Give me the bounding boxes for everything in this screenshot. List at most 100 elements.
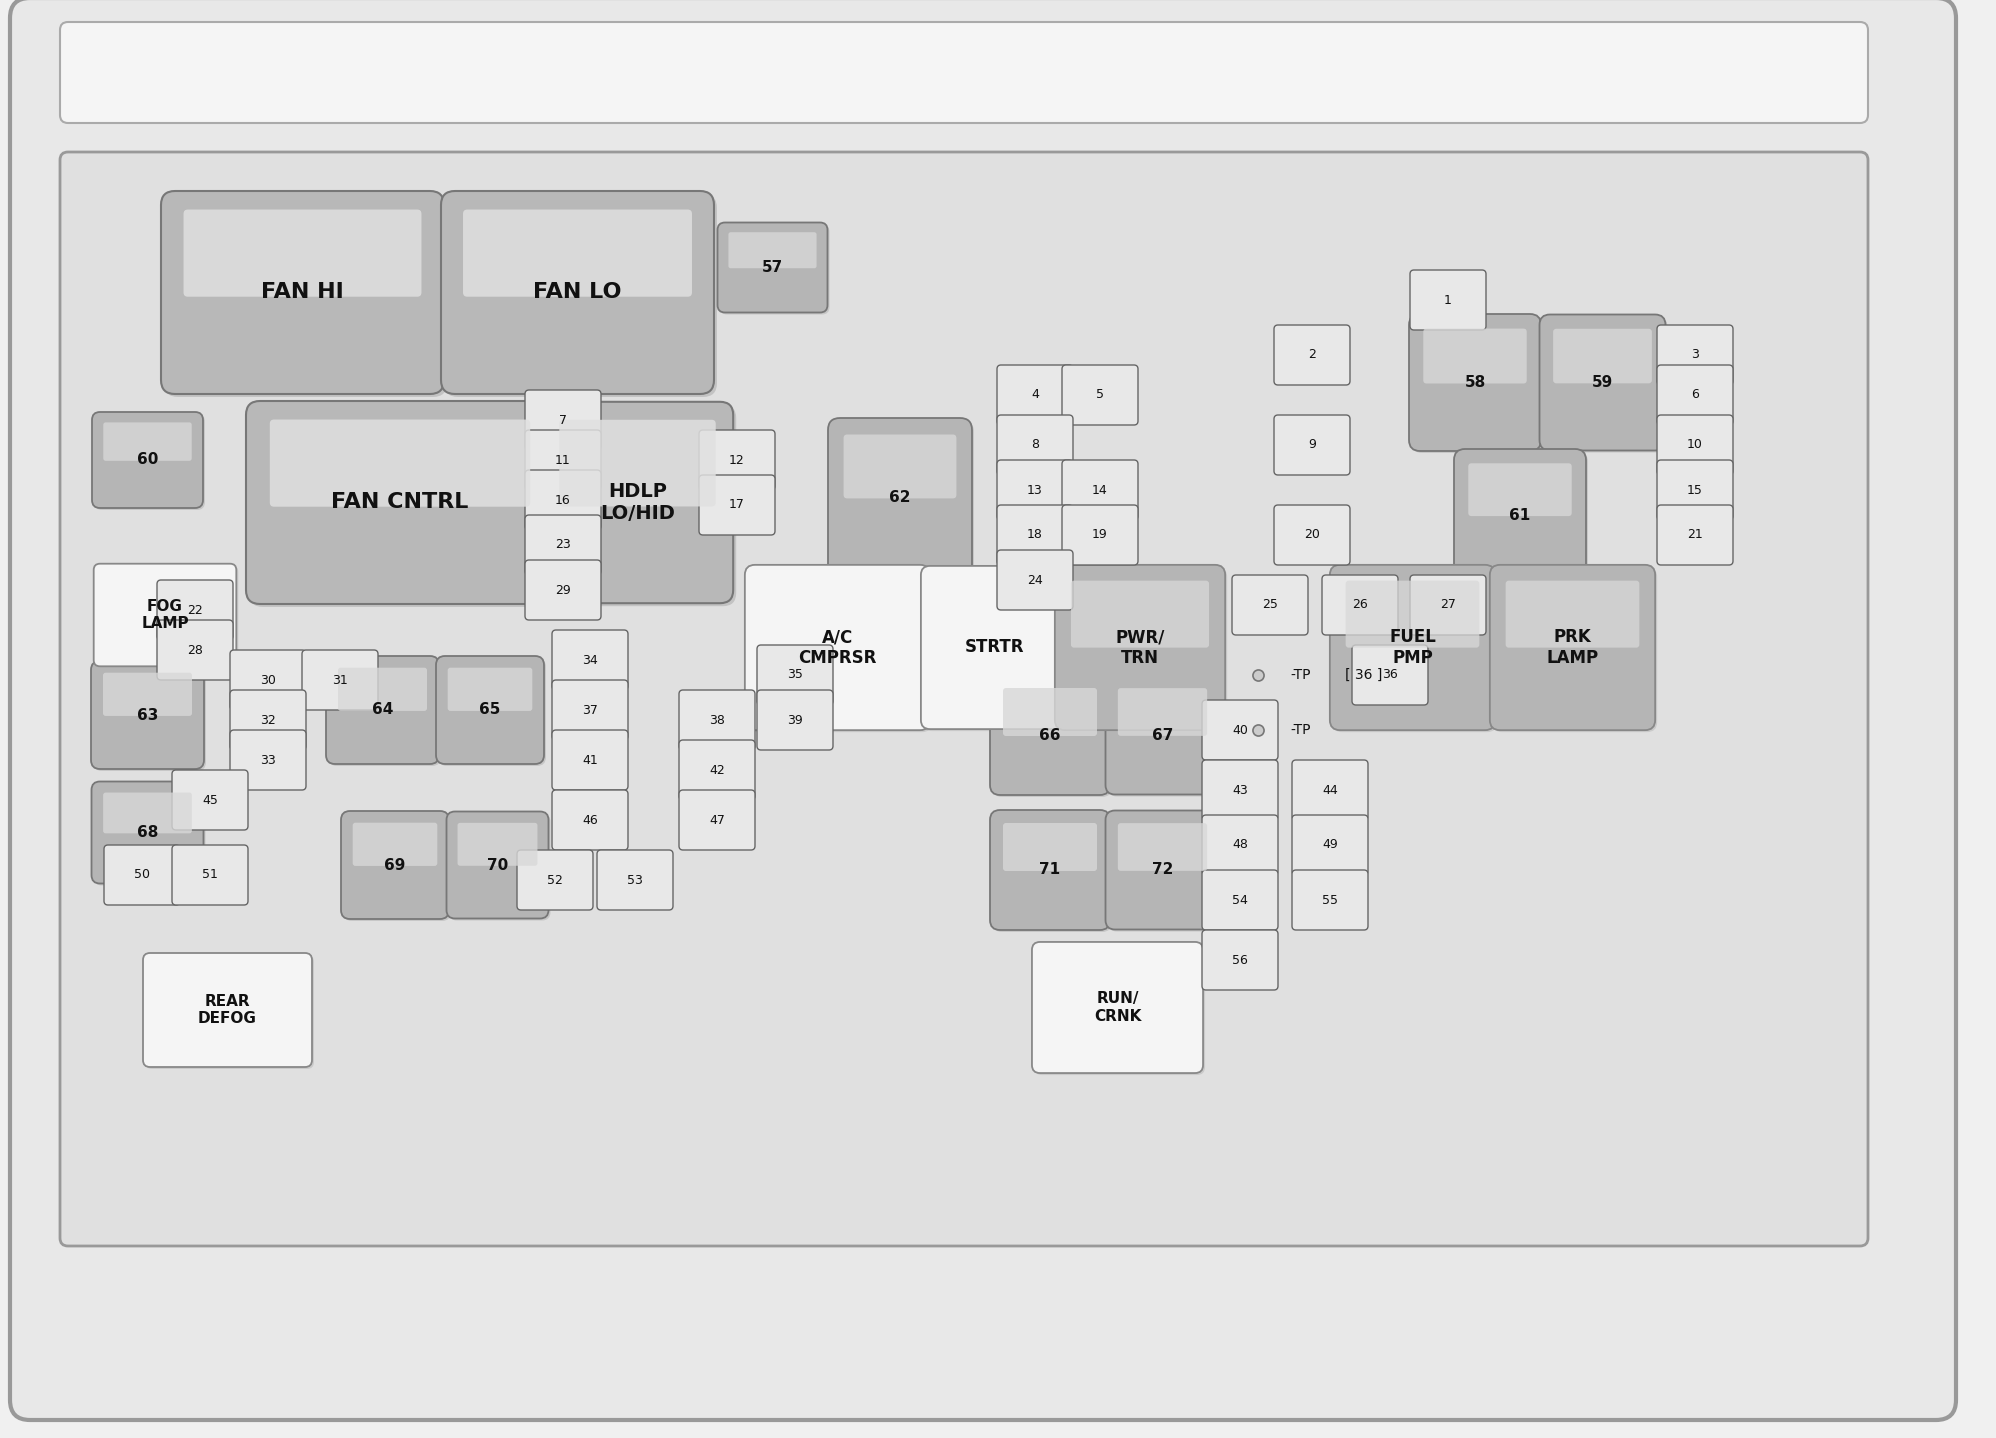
Text: 30: 30 — [259, 673, 275, 686]
Text: 64: 64 — [371, 703, 393, 718]
FancyBboxPatch shape — [1657, 460, 1733, 521]
FancyBboxPatch shape — [1489, 565, 1655, 731]
FancyBboxPatch shape — [94, 414, 206, 510]
FancyBboxPatch shape — [541, 401, 733, 603]
FancyBboxPatch shape — [1455, 452, 1589, 582]
Text: 50: 50 — [134, 869, 150, 881]
FancyBboxPatch shape — [844, 434, 956, 499]
Text: 48: 48 — [1232, 838, 1248, 851]
Text: 51: 51 — [202, 869, 218, 881]
Text: 52: 52 — [547, 873, 563, 886]
FancyBboxPatch shape — [1321, 575, 1397, 636]
Text: 3: 3 — [1691, 348, 1699, 361]
Text: 72: 72 — [1152, 863, 1174, 877]
FancyBboxPatch shape — [830, 420, 974, 580]
FancyBboxPatch shape — [104, 846, 180, 905]
FancyBboxPatch shape — [756, 646, 832, 705]
FancyBboxPatch shape — [1054, 565, 1226, 731]
Text: -TP: -TP — [1289, 723, 1311, 738]
Text: 41: 41 — [583, 754, 599, 766]
FancyBboxPatch shape — [104, 673, 192, 716]
FancyBboxPatch shape — [146, 955, 313, 1068]
FancyBboxPatch shape — [341, 811, 449, 919]
Text: FAN CNTRL: FAN CNTRL — [331, 492, 469, 512]
FancyBboxPatch shape — [449, 814, 551, 920]
FancyBboxPatch shape — [525, 559, 601, 620]
FancyBboxPatch shape — [184, 210, 421, 296]
FancyBboxPatch shape — [94, 784, 206, 886]
Text: 60: 60 — [138, 453, 158, 467]
FancyBboxPatch shape — [1202, 870, 1277, 930]
Text: PRK
LAMP: PRK LAMP — [1547, 628, 1599, 667]
FancyBboxPatch shape — [1106, 811, 1220, 929]
FancyBboxPatch shape — [1345, 581, 1479, 647]
Text: A/C
CMPRSR: A/C CMPRSR — [798, 628, 876, 667]
FancyBboxPatch shape — [250, 404, 557, 607]
Text: 58: 58 — [1465, 375, 1485, 390]
Text: 49: 49 — [1321, 838, 1337, 851]
Text: 69: 69 — [385, 857, 405, 873]
Text: 13: 13 — [1028, 483, 1042, 496]
FancyBboxPatch shape — [1541, 316, 1667, 453]
FancyBboxPatch shape — [443, 194, 717, 397]
FancyBboxPatch shape — [996, 505, 1074, 565]
Text: 62: 62 — [890, 490, 910, 505]
Text: 55: 55 — [1321, 893, 1337, 906]
FancyBboxPatch shape — [1469, 463, 1571, 516]
Text: 56: 56 — [1232, 953, 1248, 966]
Text: 71: 71 — [1040, 863, 1060, 877]
Text: 29: 29 — [555, 584, 571, 597]
Text: 18: 18 — [1028, 529, 1044, 542]
Text: 11: 11 — [555, 453, 571, 466]
FancyBboxPatch shape — [1657, 505, 1733, 565]
Text: 20: 20 — [1303, 529, 1319, 542]
Text: -TP: -TP — [1289, 669, 1311, 682]
FancyBboxPatch shape — [1411, 316, 1543, 453]
FancyBboxPatch shape — [353, 823, 437, 866]
FancyBboxPatch shape — [756, 690, 832, 751]
Text: 27: 27 — [1439, 598, 1455, 611]
Text: 46: 46 — [583, 814, 599, 827]
Text: 38: 38 — [709, 713, 725, 726]
FancyBboxPatch shape — [172, 769, 248, 830]
Text: 22: 22 — [188, 604, 204, 617]
FancyBboxPatch shape — [553, 630, 629, 690]
FancyBboxPatch shape — [996, 365, 1074, 426]
FancyBboxPatch shape — [92, 661, 204, 769]
Text: 68: 68 — [138, 825, 158, 840]
FancyBboxPatch shape — [94, 564, 236, 666]
Text: 26: 26 — [1351, 598, 1367, 611]
FancyBboxPatch shape — [992, 812, 1112, 932]
Text: 25: 25 — [1261, 598, 1277, 611]
FancyBboxPatch shape — [719, 224, 830, 315]
FancyBboxPatch shape — [1423, 329, 1527, 384]
FancyBboxPatch shape — [1291, 870, 1367, 930]
FancyBboxPatch shape — [828, 418, 972, 577]
FancyBboxPatch shape — [1118, 689, 1208, 736]
FancyBboxPatch shape — [1202, 930, 1277, 989]
FancyBboxPatch shape — [269, 420, 531, 506]
Text: 70: 70 — [487, 857, 509, 873]
Text: 6: 6 — [1691, 388, 1699, 401]
FancyBboxPatch shape — [1106, 676, 1220, 795]
FancyBboxPatch shape — [1351, 646, 1427, 705]
FancyBboxPatch shape — [920, 567, 1070, 729]
Text: HDLP
LO/HID: HDLP LO/HID — [601, 482, 675, 523]
FancyBboxPatch shape — [94, 663, 206, 771]
Text: 61: 61 — [1509, 508, 1531, 522]
Text: 66: 66 — [1040, 728, 1060, 742]
FancyBboxPatch shape — [1004, 823, 1098, 871]
Text: FAN LO: FAN LO — [533, 282, 621, 302]
Text: 21: 21 — [1687, 529, 1703, 542]
FancyBboxPatch shape — [1273, 325, 1349, 385]
FancyBboxPatch shape — [699, 430, 774, 490]
FancyBboxPatch shape — [1062, 505, 1138, 565]
FancyBboxPatch shape — [1202, 700, 1277, 761]
FancyBboxPatch shape — [990, 674, 1110, 795]
FancyBboxPatch shape — [996, 460, 1074, 521]
FancyBboxPatch shape — [1062, 365, 1138, 426]
FancyBboxPatch shape — [1108, 677, 1222, 797]
FancyBboxPatch shape — [1553, 329, 1653, 384]
Text: FAN HI: FAN HI — [261, 282, 343, 302]
FancyBboxPatch shape — [1409, 270, 1485, 329]
